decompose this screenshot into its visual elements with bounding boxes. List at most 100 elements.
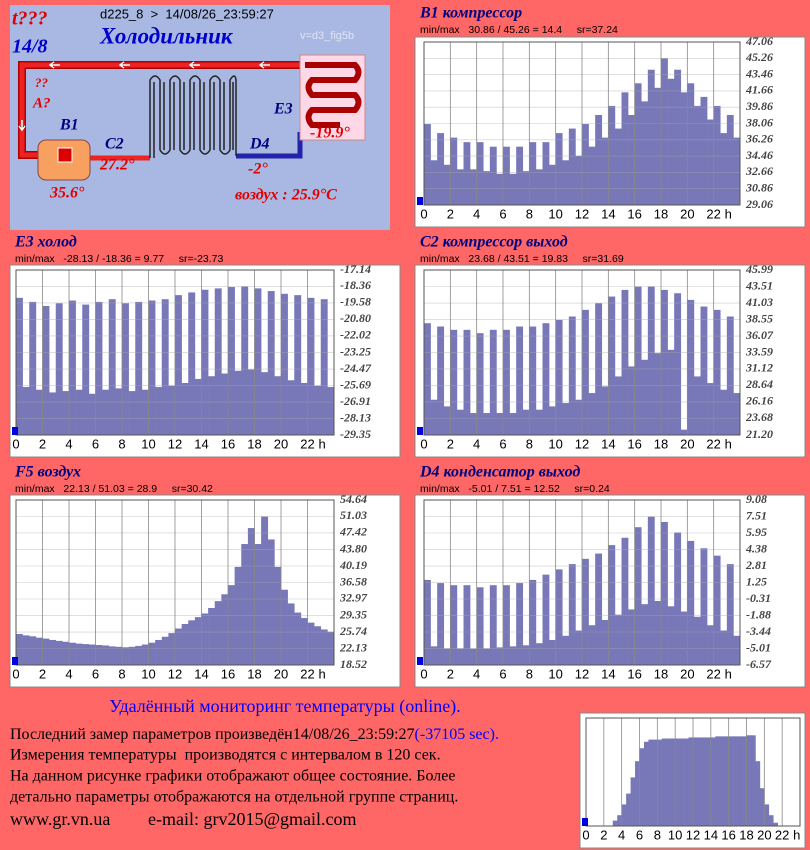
y-tick-label: 31.12 <box>745 361 773 375</box>
x-tick-label: 6 <box>636 827 643 842</box>
x-tick-label: 2 <box>39 666 46 681</box>
bar <box>62 641 70 665</box>
bar <box>155 387 163 435</box>
bar <box>687 540 695 665</box>
footer-heading: Удалённый мониторинг температуры (online… <box>109 696 461 717</box>
x-unit: h <box>793 827 800 842</box>
bar <box>175 628 182 665</box>
bar <box>141 644 149 665</box>
chart-title: B1 компрессор <box>419 5 522 22</box>
bar <box>679 738 685 826</box>
bar <box>568 316 576 435</box>
e3-temp: -19.9° <box>310 125 350 142</box>
bar <box>82 644 90 665</box>
bar <box>588 393 596 435</box>
bar <box>693 105 701 205</box>
bar <box>635 761 640 826</box>
bar <box>742 736 747 826</box>
bar <box>555 569 563 665</box>
y-tick-label: -6.57 <box>746 657 772 671</box>
x-tick-label: 0 <box>12 666 19 681</box>
bar <box>194 378 202 435</box>
bar <box>168 633 176 665</box>
bar <box>42 638 50 665</box>
bar <box>55 640 63 665</box>
bar <box>483 413 491 435</box>
bar <box>463 142 471 205</box>
x-tick-label: 12 <box>168 436 182 451</box>
bar <box>503 146 510 205</box>
bar <box>595 553 603 665</box>
bar <box>443 406 451 435</box>
bar <box>287 603 295 665</box>
y-tick-label: 4.38 <box>745 541 767 555</box>
y-tick-label: 23.68 <box>745 410 773 424</box>
x-tick-label: 8 <box>526 436 533 451</box>
bar <box>424 579 431 665</box>
bar <box>661 58 668 205</box>
d4-label: D4 <box>249 136 270 153</box>
bar <box>750 735 756 826</box>
bar <box>542 142 550 205</box>
y-tick-label: -22.02 <box>340 328 371 342</box>
bar <box>22 635 30 665</box>
x-tick-label: 20 <box>757 827 771 842</box>
x-tick-label: 10 <box>548 436 562 451</box>
bar <box>463 585 471 665</box>
bar <box>680 92 688 205</box>
y-tick-label: 41.03 <box>745 295 773 309</box>
bar <box>634 527 642 665</box>
bar <box>509 413 517 435</box>
y-tick-label: -24.47 <box>340 361 372 375</box>
bar <box>667 606 675 665</box>
bar <box>674 293 682 435</box>
bar <box>601 137 609 205</box>
status-marker <box>12 427 18 435</box>
bar <box>456 169 464 205</box>
x-tick-label: 4 <box>65 666 72 681</box>
bar <box>701 737 707 826</box>
x-tick-label: 22 <box>706 666 720 681</box>
bar <box>542 323 550 435</box>
x-unit: h <box>725 206 732 221</box>
bar <box>135 301 143 435</box>
email-link[interactable]: e-mail: grv2015@gmail.com <box>148 809 357 829</box>
chart-subtitle: min/max 23.68 / 43.51 = 19.83 sr=31.69 <box>420 253 624 265</box>
c2-label: C2 <box>105 136 124 153</box>
bar <box>529 142 537 205</box>
last-age: (-37105 sec). <box>415 726 499 743</box>
date: 14/8 <box>12 36 48 58</box>
bar <box>300 618 308 665</box>
bar <box>516 326 524 435</box>
bar <box>489 146 497 205</box>
bar <box>241 286 249 435</box>
x-tick-label: 0 <box>420 666 427 681</box>
flag: t??? <box>12 8 48 30</box>
bar <box>234 370 242 435</box>
y-tick-label: 32.66 <box>745 164 773 178</box>
flow-arrows <box>18 61 270 132</box>
bar <box>496 173 504 205</box>
bar <box>62 391 70 435</box>
chart-title: C2 компрессор выход <box>420 234 568 251</box>
site-link[interactable]: www.gr.vn.ua <box>10 809 110 829</box>
device: d225_8 > 14/08/26_23:59:27 <box>100 6 274 21</box>
bar <box>437 326 445 435</box>
bar <box>443 648 451 665</box>
bar <box>687 83 695 205</box>
bar <box>575 399 583 435</box>
bar <box>281 293 288 435</box>
x-tick-label: 18 <box>739 827 753 842</box>
y-tick-label: 47.06 <box>745 34 773 48</box>
y-tick-label: 40.19 <box>339 558 367 572</box>
bar <box>181 623 189 665</box>
bar <box>430 160 438 205</box>
bar <box>693 616 701 665</box>
bar <box>489 585 497 665</box>
bar <box>254 288 262 435</box>
y-tick-label: 32.97 <box>339 591 368 605</box>
bar <box>221 373 229 435</box>
x-tick-label: 14 <box>601 436 615 451</box>
y-tick-label: 29.35 <box>339 607 367 621</box>
bar <box>582 124 589 205</box>
